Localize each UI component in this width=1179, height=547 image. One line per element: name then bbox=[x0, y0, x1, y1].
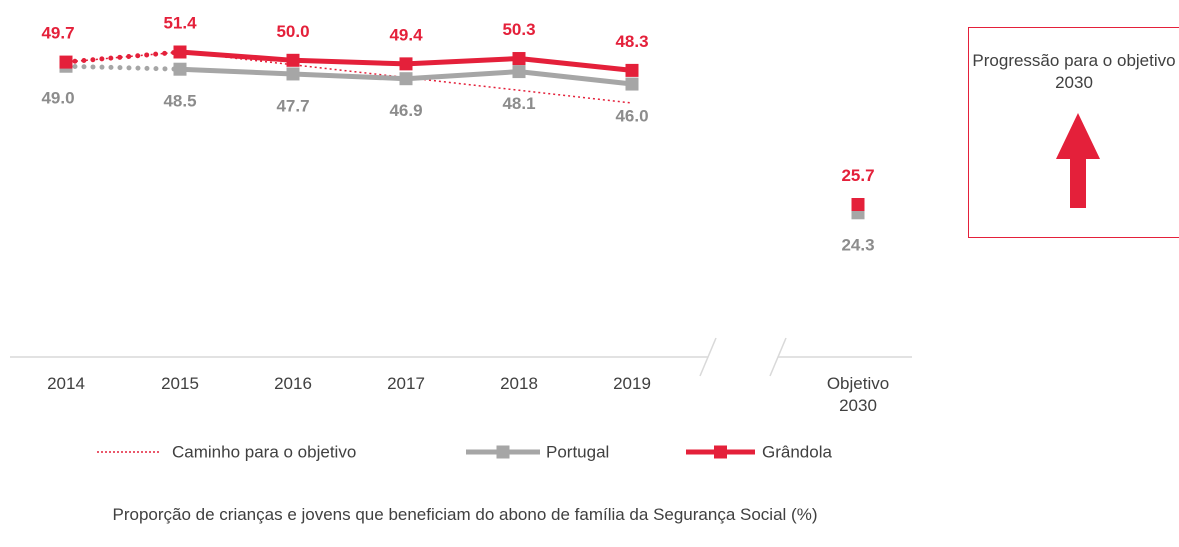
arrow bbox=[1056, 113, 1100, 208]
marker bbox=[173, 45, 187, 59]
legend-label: Portugal bbox=[546, 442, 609, 461]
x-tick-label: 2017 bbox=[387, 374, 425, 393]
x-tick-label: Objetivo 2030 bbox=[826, 374, 890, 415]
data-label: 49.7 bbox=[41, 24, 74, 43]
x-tick-label: 2018 bbox=[500, 374, 538, 393]
marker bbox=[625, 77, 639, 91]
annotation-box: Progressão para o objetivo 2030 bbox=[968, 27, 1179, 238]
data-label: 48.3 bbox=[615, 32, 648, 51]
marker bbox=[851, 198, 865, 211]
marker bbox=[625, 63, 639, 77]
legend-swatch-marker bbox=[496, 445, 510, 459]
marker bbox=[512, 65, 526, 79]
data-label: 46.9 bbox=[389, 101, 422, 120]
marker bbox=[512, 52, 526, 66]
marker bbox=[286, 67, 300, 81]
marker bbox=[173, 62, 187, 76]
legend-swatch-marker bbox=[714, 445, 727, 459]
x-tick-label: 2016 bbox=[274, 374, 312, 393]
annotation: Progressão para o objetivo 2030 bbox=[972, 51, 1176, 92]
data-label: 46.0 bbox=[615, 107, 648, 126]
axis-break bbox=[769, 337, 787, 377]
data-label: 49.4 bbox=[389, 25, 423, 44]
axis-break bbox=[699, 337, 717, 377]
series-line-dotted bbox=[63, 63, 183, 72]
data-label: 24.3 bbox=[841, 235, 874, 254]
x-tick-label: 2015 bbox=[161, 374, 199, 393]
data-label: 51.4 bbox=[163, 13, 197, 32]
data-label: 47.7 bbox=[276, 96, 309, 115]
marker bbox=[59, 55, 73, 69]
x-tick-label: 2019 bbox=[613, 374, 651, 393]
arrow-icon bbox=[1056, 113, 1100, 208]
data-label: 48.5 bbox=[163, 92, 196, 111]
target-path-line bbox=[65, 51, 633, 104]
legend-label: Caminho para o objetivo bbox=[172, 442, 356, 461]
data-label: 50.3 bbox=[502, 20, 535, 39]
data-label: 25.7 bbox=[841, 166, 874, 185]
data-label: 48.1 bbox=[502, 94, 535, 113]
chart-title: Proporção de crianças e jovens que benef… bbox=[112, 505, 818, 524]
x-tick-label: 2014 bbox=[47, 374, 85, 393]
data-label: 49.0 bbox=[41, 89, 74, 108]
series-line-dotted bbox=[63, 49, 183, 65]
marker bbox=[399, 57, 413, 71]
data-label: 50.0 bbox=[276, 22, 309, 41]
legend-label: Grândola bbox=[762, 442, 832, 461]
marker bbox=[286, 53, 300, 67]
marker bbox=[399, 72, 413, 86]
